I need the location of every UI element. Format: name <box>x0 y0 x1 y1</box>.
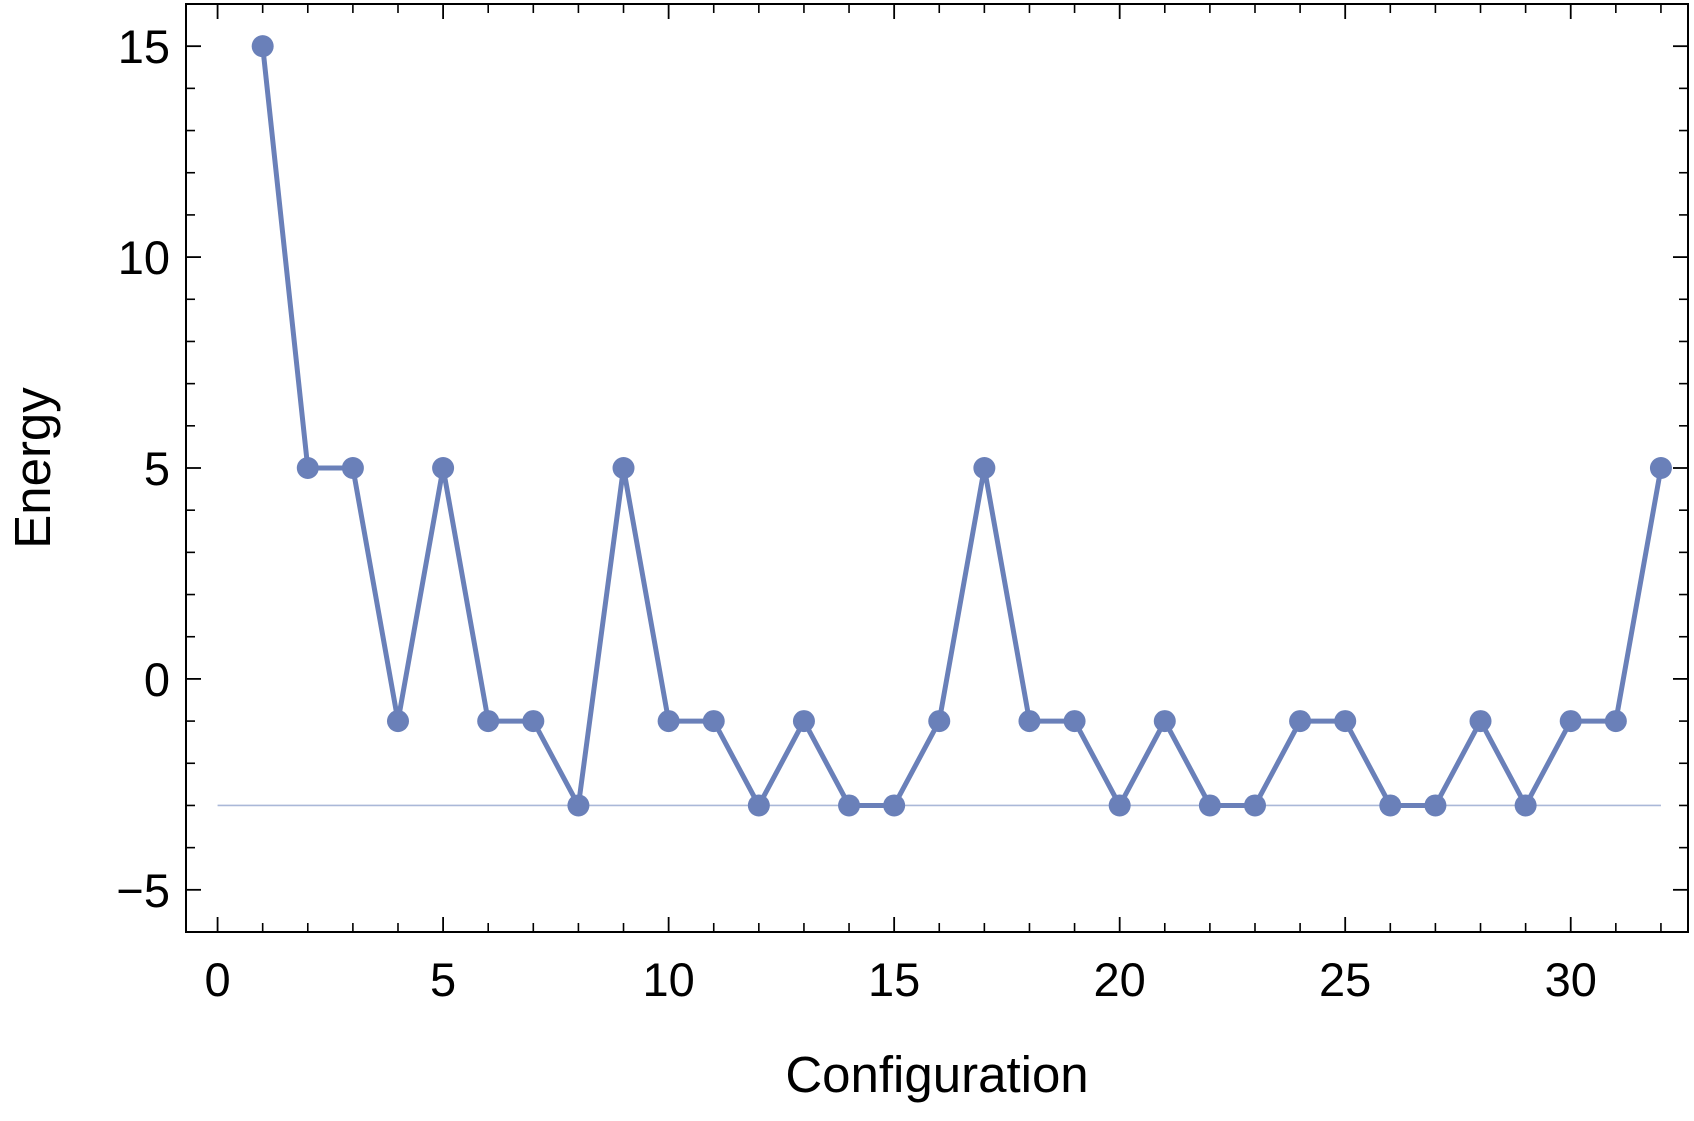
data-point <box>432 457 455 479</box>
data-point <box>1604 710 1627 733</box>
x-tick-label: 30 <box>1545 953 1597 1006</box>
data-point <box>792 710 815 733</box>
series-line <box>260 45 1664 808</box>
data-point <box>567 794 590 817</box>
x-tick-label: 20 <box>1094 953 1146 1006</box>
data-point <box>1424 794 1447 817</box>
data-point <box>747 794 770 817</box>
x-tick-label: 0 <box>205 953 231 1006</box>
y-tick-label: 0 <box>144 653 170 706</box>
y-tick-label: 15 <box>118 20 170 73</box>
data-point <box>1153 710 1176 733</box>
y-tick-label: −5 <box>116 864 170 917</box>
data-point <box>1063 710 1086 733</box>
data-point <box>1289 710 1312 733</box>
data-point <box>251 35 274 58</box>
series-group <box>251 35 1672 817</box>
plot-frame-group <box>185 3 1689 933</box>
data-point <box>477 710 500 733</box>
x-tick-label: 5 <box>430 953 456 1006</box>
x-tick-label: 10 <box>642 953 694 1006</box>
data-point <box>928 710 951 733</box>
data-point <box>1198 794 1221 817</box>
y-tick-label: 10 <box>118 231 170 284</box>
data-point <box>522 710 545 733</box>
data-point <box>1649 457 1672 479</box>
x-axis-title: Configuration <box>785 1046 1088 1103</box>
data-point <box>341 457 364 479</box>
x-tick-label: 25 <box>1319 953 1371 1006</box>
data-point <box>1514 794 1537 817</box>
data-point <box>883 794 906 817</box>
data-point <box>1108 794 1131 817</box>
data-point <box>1379 794 1402 817</box>
data-point <box>1018 710 1041 733</box>
data-point <box>838 794 861 817</box>
data-point <box>612 457 635 479</box>
y-tick-label: 5 <box>144 442 170 495</box>
data-point <box>296 457 319 479</box>
plot-frame <box>185 3 1689 933</box>
data-point <box>386 710 409 733</box>
data-point <box>1469 710 1492 733</box>
data-point <box>1334 710 1357 733</box>
data-point <box>657 710 680 733</box>
x-tick-label: 15 <box>868 953 920 1006</box>
data-point <box>702 710 725 733</box>
y-axis-title: Energy <box>4 387 61 549</box>
ticks-group: 0 5 10 15 20 25 30 −5 0 5 10 15 <box>116 4 1688 1006</box>
data-point <box>1559 710 1582 733</box>
data-point <box>973 457 996 479</box>
data-point <box>1243 794 1266 817</box>
